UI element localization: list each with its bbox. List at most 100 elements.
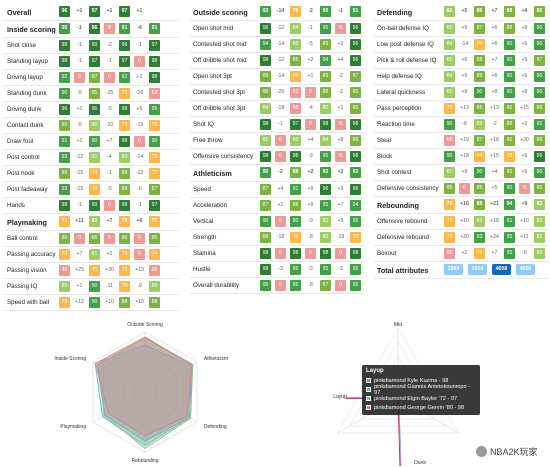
radar-axis-label: Playmaking (60, 424, 86, 430)
rating-cell: 65 (444, 248, 455, 259)
attribute-row: Hustle 98 -3 95 -3 95 -3 95 (190, 262, 365, 278)
attribute-row: Vertical 90 0 90 -9 81 +5 95 (190, 214, 365, 230)
rating-cell: 95 (350, 216, 361, 227)
rating-cell: 85 (504, 167, 515, 178)
tooltip-text: pinkdiamond Elgin Baylor '72 - 97 (374, 395, 458, 402)
rating-cell: 80 (149, 281, 160, 292)
rating-cell: 90 (534, 71, 545, 82)
rating-cell: 83 (534, 216, 545, 227)
rating-cell: +9 (307, 202, 314, 208)
rating-cell: 90 (504, 71, 515, 82)
legend-swatch (366, 396, 371, 401)
rating-cell: +10 (105, 299, 114, 305)
total-attributes-cell: 3969 (444, 264, 463, 275)
rating-cell: 88 (119, 184, 130, 195)
rating-cell: 96 (119, 40, 130, 51)
rating-cell: 98 (260, 151, 271, 162)
rating-cell: +1 (106, 8, 113, 14)
rating-cell: 96 (89, 104, 100, 115)
rating-cell: 0 (275, 248, 286, 259)
attribute-label: Shot contest (377, 169, 412, 176)
rating-cell: 73 (444, 103, 455, 114)
rating-cell: 98 (350, 119, 361, 130)
rating-cell: 76 (474, 248, 485, 259)
rating-cell: -2 (492, 121, 497, 127)
rating-cell: +8 (337, 137, 344, 143)
rating-cell: 0 (459, 183, 470, 194)
section-title: Rebounding (377, 201, 419, 210)
rating-cell: +4 (491, 169, 498, 175)
rating-cell: 86 (290, 55, 301, 66)
rating-cell: 90 (534, 87, 545, 98)
rating-cell: 78 (119, 216, 130, 227)
section-header: Outside scoring 92 -14 78 -2 90 -1 91 (190, 4, 365, 21)
rating-cell: -1 (278, 121, 283, 127)
rating-cell: 95 (320, 23, 331, 34)
rating-cell: +7 (491, 57, 498, 63)
rating-cell: -26 (135, 90, 144, 96)
rating-cell: 90 (89, 297, 100, 308)
rating-cell: -1 (107, 170, 112, 176)
rating-cell: -12 (276, 57, 285, 63)
rating-cell: -1 (107, 58, 112, 64)
rating-cell: +21 (490, 201, 499, 207)
rating-cell: 86 (504, 103, 515, 114)
rating-cell: -8 (308, 234, 313, 240)
attribute-row: Offensive rebound 73 +10 83 +18 91 +10 83 (374, 214, 549, 230)
radar-axis-label: Athleticism (204, 356, 228, 362)
attribute-label: Free throw (193, 137, 223, 144)
rating-cell: -14 (276, 8, 285, 14)
rating-cell: 98 (59, 200, 70, 211)
rating-cell: 95 (260, 280, 271, 291)
rating-cell: 0 (134, 56, 145, 67)
rating-cell: 76 (119, 265, 130, 276)
section-title: Playmaking (7, 218, 47, 227)
rating-cell: 88 (260, 87, 271, 98)
rating-cell: -9 (308, 218, 313, 224)
rating-cell: 95 (149, 104, 160, 115)
rating-cell: +2 (337, 169, 344, 175)
attribute-row: Low post defense IQ 84 -14 70 +6 90 +6 90 (374, 37, 549, 53)
radar-axis-label: Outside Scoring (127, 322, 163, 328)
watermark: NBA2K玩家 (476, 445, 538, 458)
rating-cell: 0 (335, 280, 346, 291)
rating-cell: 0 (305, 87, 316, 98)
rating-cell: -5 (77, 122, 82, 128)
attribute-label: Post control (7, 154, 40, 161)
rating-cell: 0 (335, 23, 346, 34)
attribute-row: Driving layup 92 0 87 0 92 +1 98 (4, 70, 179, 86)
rating-cell: +1 (76, 106, 83, 112)
attribute-label: Defensive consistency (377, 185, 439, 192)
radar-axis-label: Dunk (414, 460, 426, 466)
rating-cell: 0 (74, 72, 85, 83)
rating-cell: 0 (104, 72, 115, 83)
rating-cell: 98 (350, 248, 361, 259)
rating-cell: 88 (290, 200, 301, 211)
rating-cell: 91 (290, 184, 301, 195)
rating-cell: +1 (76, 8, 83, 14)
rating-cell: +15 (520, 105, 529, 111)
rating-cell: 95 (59, 23, 70, 34)
rating-cell: +5 (337, 218, 344, 224)
rating-cell: +19 (135, 267, 144, 273)
attribute-row: Free throw 80 0 80 +4 84 +8 88 (190, 133, 365, 149)
rating-cell: -18 (336, 234, 345, 240)
radar-axis-label: Mid (394, 322, 402, 328)
rating-cell: 90 (444, 119, 455, 130)
attribute-label: Help defense IQ (377, 73, 422, 80)
rating-cell: 87 (260, 184, 271, 195)
rating-cell: 0 (275, 151, 286, 162)
rating-cell: +11 (75, 218, 84, 224)
attribute-label: Speed with ball (7, 299, 49, 306)
rating-cell: -9 (137, 283, 142, 289)
radar-charts: Outside Scoring Athleticism Defending Rebou… (54, 322, 460, 467)
section-header: Rebounding 73 +16 89 +21 94 +9 82 (374, 197, 549, 214)
attribute-row: Pass perception 73 +13 86 +13 86 +15 88 (374, 101, 549, 117)
attribute-row: Help defense IQ 84 +5 89 +6 90 +6 90 (374, 69, 549, 85)
rating-cell: 89 (260, 71, 271, 82)
rating-cell: -3 (278, 266, 283, 272)
rating-cell: +15 (490, 153, 499, 159)
rating-cell: 75 (290, 71, 301, 82)
attribute-label: Offensive consistency (193, 153, 254, 160)
rating-cell: 85 (89, 88, 100, 99)
